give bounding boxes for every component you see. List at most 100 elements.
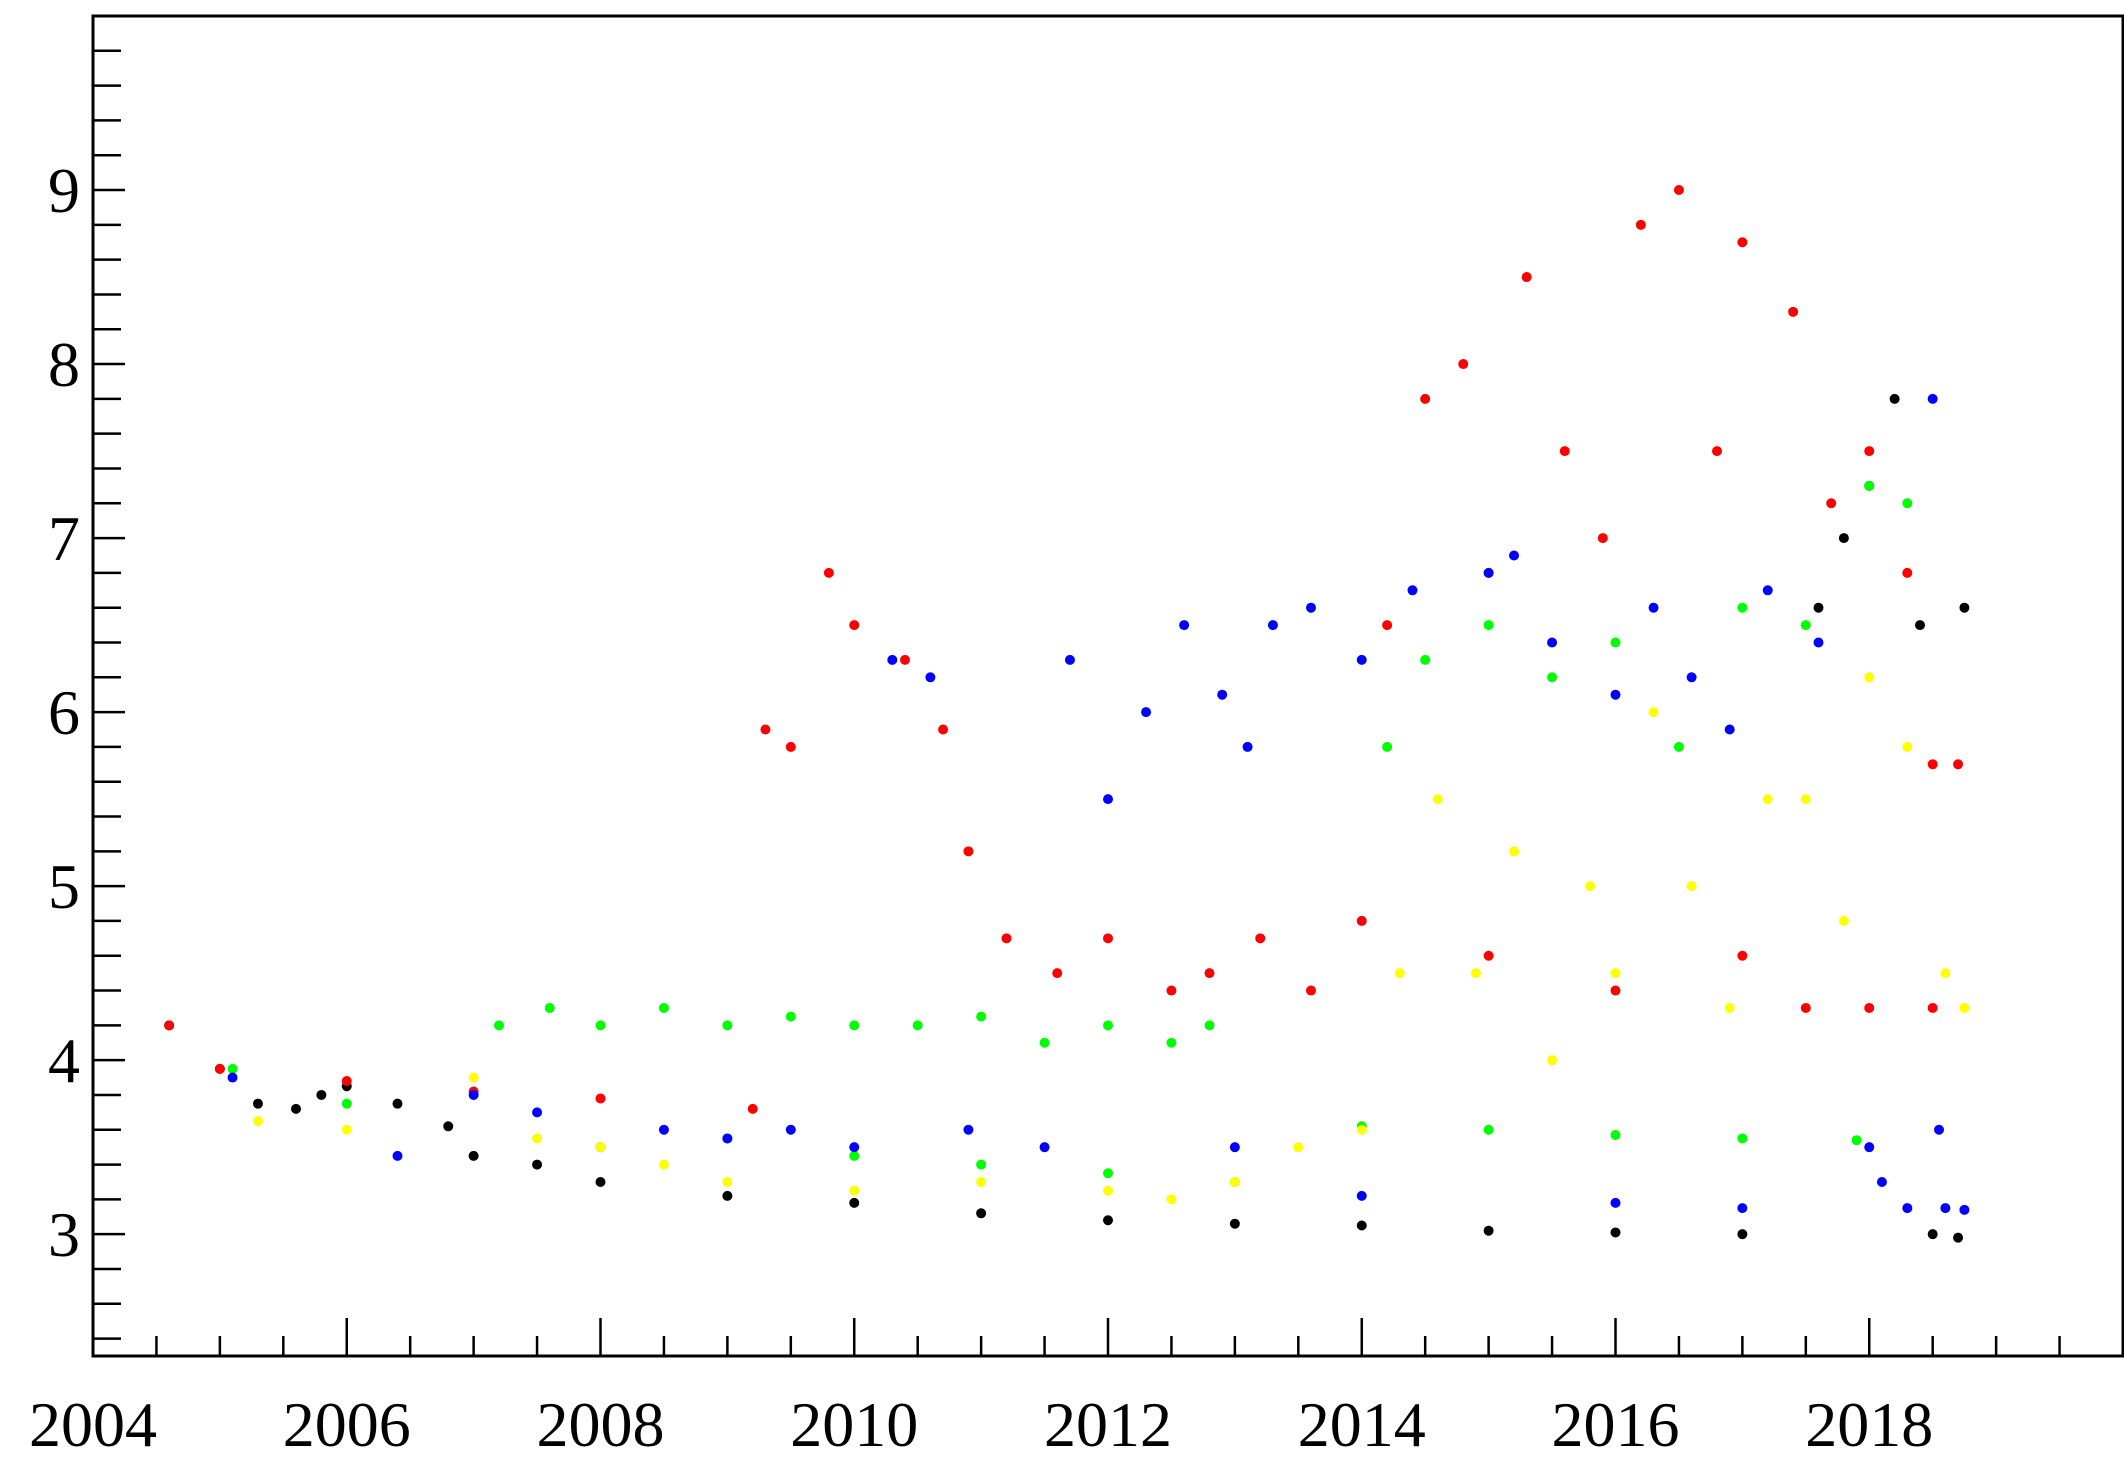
data-point bbox=[976, 1176, 987, 1187]
data-point bbox=[1927, 393, 1938, 404]
x-tick-label: 2012 bbox=[1044, 1389, 1172, 1458]
data-point bbox=[1356, 915, 1367, 926]
data-point bbox=[1509, 846, 1519, 857]
data-point bbox=[1610, 968, 1621, 979]
y-tick-label: 9 bbox=[48, 155, 80, 226]
data-point bbox=[316, 1089, 327, 1100]
data-point bbox=[1724, 724, 1735, 735]
data-point bbox=[1356, 1190, 1367, 1201]
data-point bbox=[1762, 794, 1773, 805]
data-point bbox=[1064, 654, 1075, 665]
data-point bbox=[823, 567, 834, 578]
data-point bbox=[443, 1121, 454, 1132]
data-point bbox=[1470, 968, 1481, 979]
data-point bbox=[1103, 1020, 1113, 1031]
data-point bbox=[1737, 1229, 1748, 1240]
x-tick-label: 2008 bbox=[537, 1389, 665, 1458]
data-point bbox=[1306, 985, 1316, 996]
data-point bbox=[1915, 620, 1925, 631]
data-point bbox=[938, 724, 949, 735]
data-point bbox=[658, 1002, 669, 1013]
data-point bbox=[1927, 1229, 1938, 1240]
y-tick-label: 5 bbox=[48, 851, 80, 922]
data-point bbox=[1509, 550, 1519, 561]
data-point bbox=[532, 1133, 543, 1144]
data-point bbox=[392, 1098, 403, 1109]
data-point bbox=[1959, 1002, 1970, 1013]
data-point bbox=[1407, 585, 1418, 596]
data-point bbox=[1610, 637, 1621, 648]
data-point bbox=[1483, 950, 1494, 961]
data-point bbox=[252, 1098, 263, 1109]
data-point bbox=[1483, 1225, 1494, 1236]
data-point bbox=[468, 1150, 479, 1161]
data-point bbox=[595, 1142, 606, 1153]
data-point bbox=[595, 1093, 606, 1104]
y-axis: 3 4 5 6 7 8 9 bbox=[48, 49, 125, 1340]
y-tick-label: 7 bbox=[48, 503, 80, 574]
data-point bbox=[595, 1020, 606, 1031]
data-point bbox=[1483, 1124, 1494, 1135]
data-point bbox=[1483, 567, 1494, 578]
data-point bbox=[1559, 446, 1570, 457]
data-point bbox=[1001, 933, 1012, 944]
data-point bbox=[1610, 689, 1621, 700]
data-point bbox=[785, 1011, 796, 1022]
data-point bbox=[1686, 881, 1697, 892]
data-point bbox=[1864, 446, 1875, 457]
data-point bbox=[1686, 672, 1697, 683]
data-point bbox=[1255, 933, 1266, 944]
data-point bbox=[1813, 602, 1824, 613]
data-point bbox=[1610, 1197, 1621, 1208]
data-point bbox=[291, 1103, 301, 1114]
data-point bbox=[1166, 985, 1177, 996]
data-point bbox=[1306, 602, 1316, 613]
data-point bbox=[1851, 1135, 1862, 1146]
data-point bbox=[1229, 1176, 1240, 1187]
data-point bbox=[1229, 1218, 1240, 1229]
data-point bbox=[1737, 1133, 1748, 1144]
data-point bbox=[1737, 1203, 1748, 1214]
data-point bbox=[341, 1076, 352, 1087]
series-2 bbox=[164, 185, 1964, 1114]
data-point bbox=[1673, 741, 1684, 752]
data-point bbox=[1864, 480, 1875, 491]
data-point bbox=[1800, 620, 1811, 631]
data-point bbox=[1902, 498, 1913, 509]
y-tick-label: 3 bbox=[48, 1199, 80, 1270]
data-point bbox=[1648, 602, 1659, 613]
data-point bbox=[1103, 1215, 1113, 1226]
data-point bbox=[912, 1020, 923, 1031]
x-tick-label: 2016 bbox=[1552, 1389, 1680, 1458]
data-point bbox=[1039, 1037, 1050, 1048]
data-point bbox=[532, 1159, 543, 1170]
data-point bbox=[227, 1063, 238, 1074]
data-point bbox=[227, 1072, 238, 1083]
data-point bbox=[722, 1133, 733, 1144]
data-point bbox=[1959, 602, 1970, 613]
data-point bbox=[1902, 567, 1913, 578]
data-point bbox=[1356, 1124, 1367, 1135]
data-point bbox=[849, 1185, 860, 1196]
x-axis: 2004 2006 2008 2010 2012 2014 2016 2018 bbox=[29, 1318, 2124, 1458]
data-point bbox=[1712, 446, 1722, 457]
data-point bbox=[1242, 741, 1253, 752]
data-point bbox=[1547, 1055, 1558, 1066]
data-point bbox=[468, 1072, 479, 1083]
data-point bbox=[1141, 707, 1152, 718]
data-point bbox=[1953, 1232, 1964, 1243]
data-point bbox=[1103, 933, 1113, 944]
data-point bbox=[1800, 794, 1811, 805]
data-point bbox=[1737, 602, 1748, 613]
data-point bbox=[252, 1116, 263, 1127]
data-point bbox=[1229, 1142, 1240, 1153]
data-point bbox=[1597, 533, 1608, 544]
data-point bbox=[1737, 950, 1748, 961]
data-point bbox=[1959, 1204, 1970, 1215]
data-point bbox=[1635, 219, 1646, 230]
x-tick-label: 2014 bbox=[1298, 1389, 1426, 1458]
data-point bbox=[722, 1190, 733, 1201]
data-point bbox=[468, 1089, 479, 1100]
